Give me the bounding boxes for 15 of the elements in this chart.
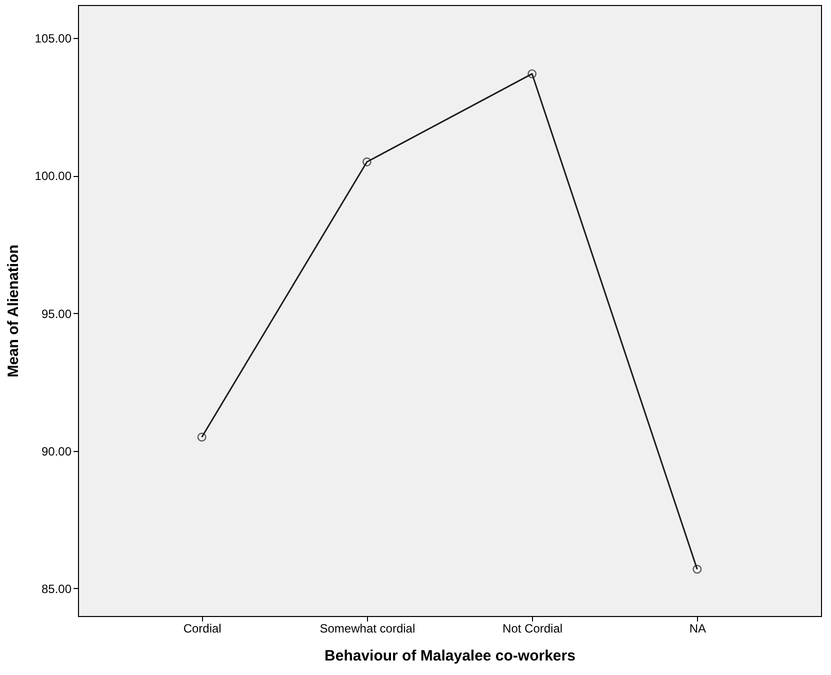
point — [197, 432, 206, 442]
point — [528, 69, 537, 78]
x-tick-label: Cordial — [183, 622, 222, 636]
y-tick-label: 100.00 — [34, 169, 72, 184]
y-axis-title: Mean of Alienation — [4, 244, 22, 378]
y-tick-label: 95.00 — [41, 306, 72, 321]
y-tick-label: 85.00 — [41, 582, 72, 596]
point — [692, 564, 702, 574]
x-tick-label: Somewhat cordial — [320, 622, 416, 636]
point — [362, 157, 372, 166]
x-tick-label: Not Cordial — [502, 622, 563, 636]
x-tick-label: NA — [689, 622, 706, 636]
x-axis-title: Behaviour of Malayalee co-workers — [324, 648, 576, 664]
y-tick-label: 105.00 — [34, 32, 72, 46]
y-tick-label: 90.00 — [41, 444, 72, 458]
